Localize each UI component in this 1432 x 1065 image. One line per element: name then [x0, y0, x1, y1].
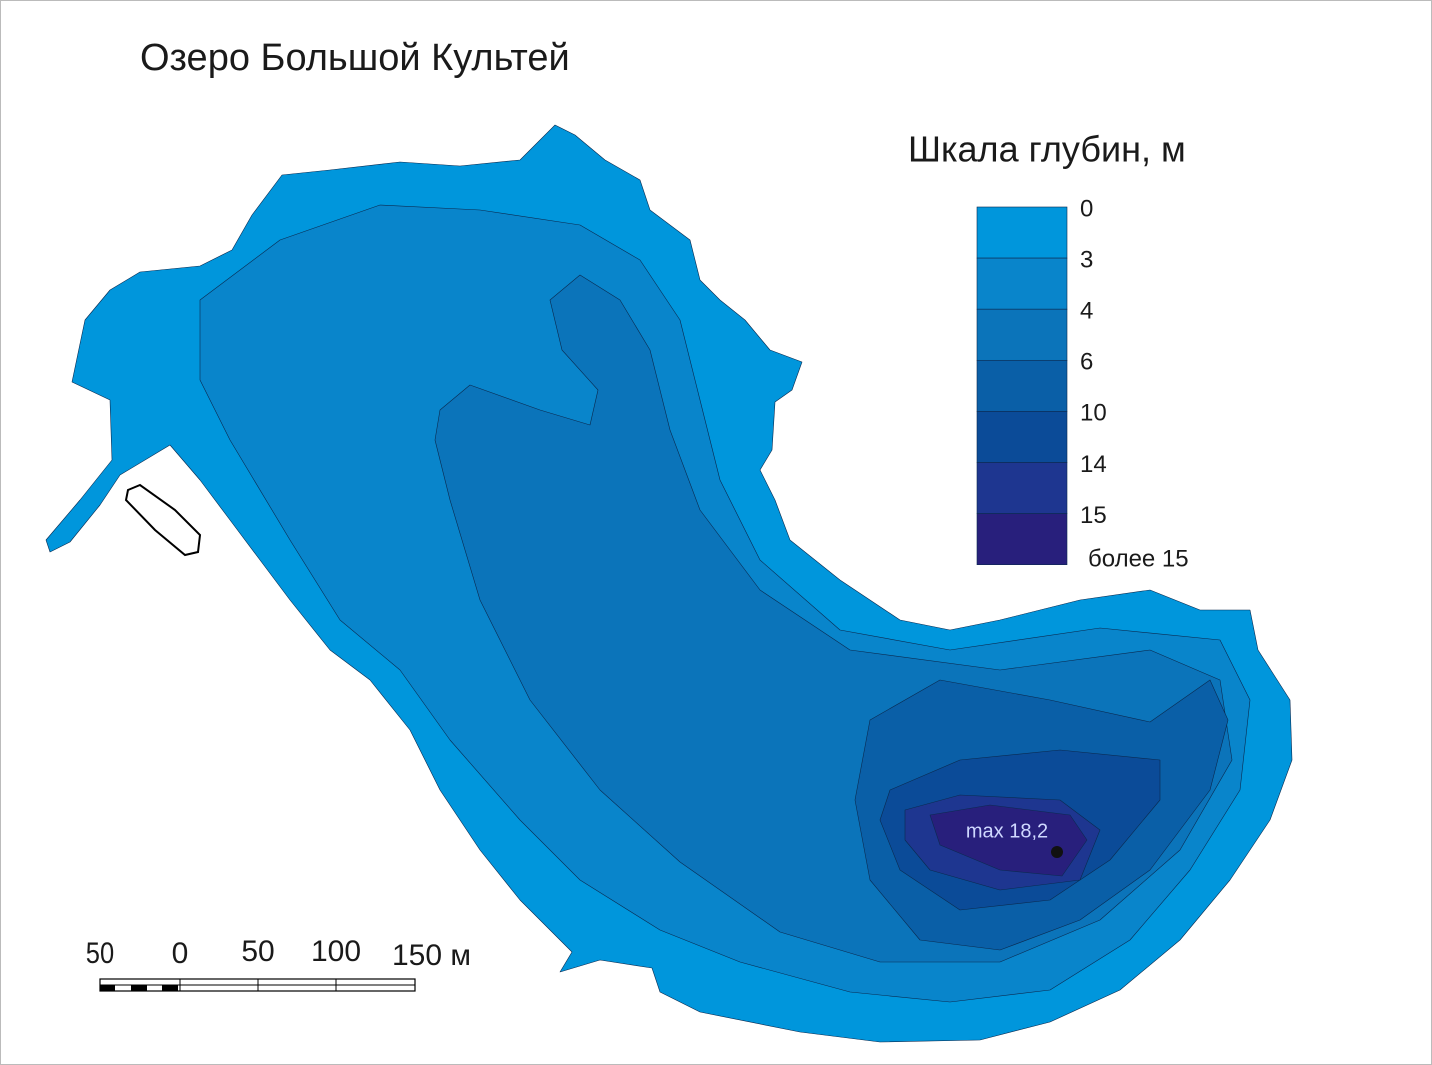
legend-label: 0: [1080, 195, 1093, 222]
legend-label: 4: [1080, 298, 1093, 325]
scale-label: 50: [86, 936, 114, 969]
scale-bar-segment: [131, 985, 147, 991]
legend-swatch: [976, 257, 1068, 310]
legend-label: 3: [1080, 246, 1093, 273]
max-depth-point: [1051, 846, 1063, 858]
legend-label: 15: [1080, 502, 1107, 529]
scale-label: 50: [241, 935, 274, 968]
scale-bar-segment: [100, 985, 115, 991]
scale-label: 100: [311, 935, 361, 968]
legend-label: 10: [1080, 400, 1107, 427]
depth-zone: [929, 804, 1088, 877]
legend-swatch: [976, 411, 1068, 463]
legend-swatch: [976, 359, 1068, 412]
map-title: Озеро Большой Культей: [140, 37, 570, 79]
legend-swatch: [976, 206, 1068, 259]
scale-bar-segment: [162, 985, 178, 991]
max-depth-label: max 18,2: [966, 820, 1048, 842]
scale-bar: 50 0 50 100 150 м: [86, 935, 471, 992]
legend-label: 14: [1080, 451, 1107, 478]
scale-label: 150 м: [392, 939, 471, 972]
legend-label: 6: [1080, 349, 1093, 376]
lake: max 18,2: [45, 124, 1293, 1043]
scale-label: 0: [172, 937, 189, 970]
legend-swatch: [976, 462, 1068, 514]
legend-swatch: [976, 513, 1068, 565]
legend-swatch: [976, 308, 1068, 361]
island: [124, 483, 202, 557]
legend-title: Шкала глубин, м: [908, 129, 1186, 170]
legend-label: более 15: [1088, 545, 1189, 572]
legend: 0 3 4 6 10 14 15 более 15: [976, 195, 1189, 572]
